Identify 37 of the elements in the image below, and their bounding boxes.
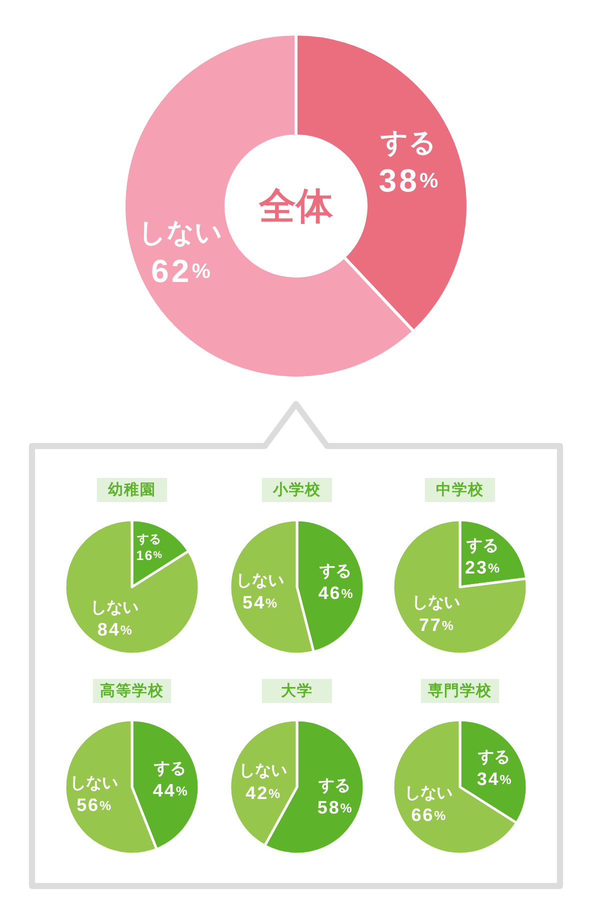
slice-label: する (136, 532, 162, 546)
data-label: 84% (97, 619, 132, 640)
data-label: 62% (151, 252, 211, 289)
data-label: 54% (242, 592, 278, 612)
slice-label: しない (138, 217, 223, 248)
pie-slice (392, 518, 528, 656)
chart-title: 幼稚園 (108, 482, 156, 498)
slice-label: しない (412, 594, 460, 612)
slice-label: する (153, 760, 186, 778)
text: 全体 (258, 186, 334, 226)
data-label: 56% (76, 795, 112, 816)
slice-label: しない (90, 599, 139, 616)
chart-title: 専門学校 (427, 682, 492, 700)
data-label: 34% (476, 769, 512, 790)
chart-title: 小学校 (272, 482, 321, 498)
data-label: 58% (317, 797, 352, 818)
chart-title: 中学校 (436, 482, 484, 498)
slice-label: する (380, 127, 437, 158)
slice-label: する (318, 777, 351, 794)
pie-slice (64, 518, 200, 656)
slice-label: する (465, 538, 498, 555)
data-label: 16% (136, 548, 162, 563)
slice-label: しない (404, 785, 452, 802)
data-label: 42% (246, 782, 281, 803)
data-label: 77% (418, 614, 454, 635)
slice-label: しない (70, 774, 118, 792)
slice-label: する (477, 748, 510, 766)
data-label: 23% (465, 558, 500, 578)
slice-label: する (318, 562, 352, 580)
chart-title: 高等学校 (100, 682, 164, 700)
chart-title: 大学 (281, 682, 313, 700)
slice-label: しない (236, 572, 284, 590)
data-label: 46% (318, 582, 354, 603)
slice-label: しない (238, 762, 287, 780)
data-label: 44% (152, 780, 188, 801)
data-label: 38% (378, 162, 439, 199)
data-label: 66% (411, 805, 446, 826)
